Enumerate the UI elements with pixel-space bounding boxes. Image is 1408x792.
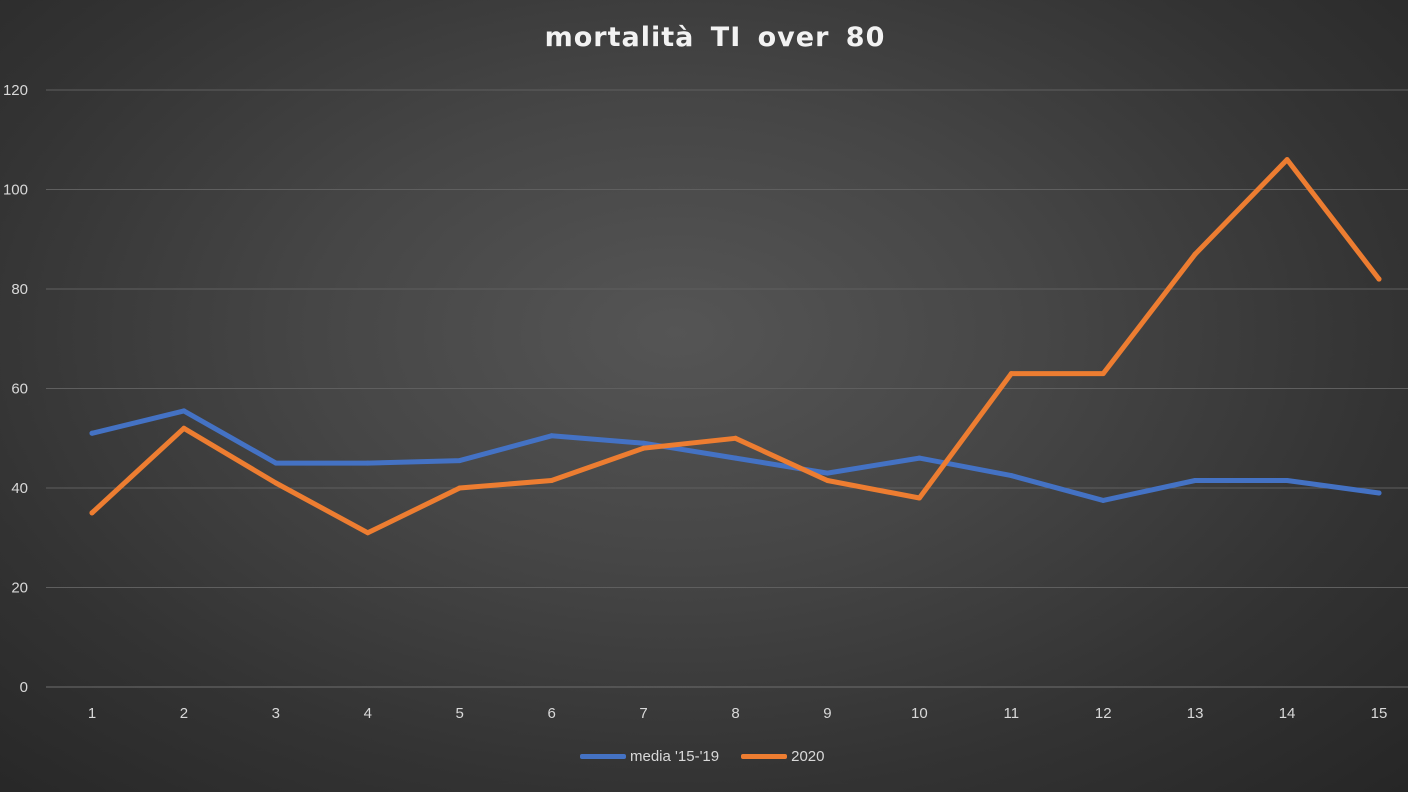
x-axis-ticks: 1 2 3 4 5 6 7 8 9 10 11 12 13 14 15 — [88, 705, 1388, 722]
data-point-series-2 — [641, 445, 647, 451]
data-point-series-2 — [1008, 371, 1014, 377]
y-tick-label: 80 — [11, 281, 28, 298]
x-tick-label: 15 — [1371, 705, 1388, 722]
data-point-series-2 — [549, 478, 555, 484]
data-point-series-2 — [1284, 157, 1290, 163]
legend-item-series-2: 2020 — [741, 748, 825, 765]
data-point-series-2 — [916, 495, 922, 501]
data-point-series-1 — [89, 430, 95, 436]
x-tick-label: 14 — [1279, 705, 1296, 722]
x-tick-label: 1 — [88, 705, 96, 722]
series-lines — [89, 157, 1382, 536]
data-point-series-2 — [273, 480, 279, 486]
data-point-series-1 — [1008, 473, 1014, 479]
data-point-series-1 — [365, 460, 371, 466]
data-point-series-1 — [457, 458, 463, 464]
legend-label-series-1: media '15-'19 — [630, 748, 720, 765]
data-point-series-1 — [549, 433, 555, 439]
y-axis-ticks: 0 20 40 60 80 100 120 — [3, 82, 28, 696]
x-tick-label: 13 — [1187, 705, 1204, 722]
gridlines — [46, 89, 1408, 688]
x-tick-label: 9 — [823, 705, 831, 722]
y-tick-label: 100 — [3, 182, 28, 199]
data-point-series-2 — [733, 435, 738, 441]
data-point-series-1 — [1100, 497, 1106, 503]
data-point-series-2 — [457, 485, 463, 491]
y-tick-label: 20 — [11, 580, 28, 597]
data-point-series-2 — [181, 425, 187, 431]
y-tick-label: 0 — [20, 679, 28, 696]
legend-swatch-series-2 — [741, 754, 788, 759]
data-point-series-1 — [733, 455, 738, 461]
x-tick-label: 12 — [1095, 705, 1112, 722]
y-tick-label: 120 — [3, 82, 28, 99]
x-tick-label: 5 — [456, 705, 464, 722]
chart-title: mortalità TI over 80 — [544, 22, 886, 53]
data-point-series-1 — [824, 470, 830, 476]
data-point-series-2 — [824, 478, 830, 484]
y-tick-label: 40 — [11, 480, 28, 497]
legend-label-series-2: 2020 — [791, 748, 825, 765]
x-tick-label: 4 — [364, 705, 372, 722]
x-tick-label: 10 — [911, 705, 928, 722]
x-tick-label: 11 — [1003, 705, 1019, 722]
data-point-series-1 — [1284, 478, 1290, 484]
legend-item-series-1: media '15-'19 — [580, 748, 719, 765]
chart-legend: media '15-'19 2020 — [580, 748, 825, 765]
data-point-series-2 — [89, 510, 95, 516]
data-point-series-2 — [365, 530, 371, 536]
data-point-series-1 — [1192, 478, 1198, 484]
series-line-2 — [89, 157, 1382, 536]
data-point-series-1 — [641, 440, 647, 446]
x-tick-label: 6 — [547, 705, 555, 722]
legend-swatch-series-1 — [580, 754, 626, 759]
data-point-series-1 — [916, 455, 922, 461]
data-point-series-2 — [1192, 251, 1198, 257]
data-point-series-1 — [273, 460, 279, 466]
data-point-series-1 — [181, 408, 187, 414]
data-point-series-2 — [1100, 371, 1106, 377]
x-tick-label: 3 — [272, 705, 280, 722]
x-tick-label: 7 — [639, 705, 647, 722]
x-tick-label: 8 — [731, 705, 739, 722]
x-tick-label: 2 — [180, 705, 188, 722]
y-tick-label: 60 — [11, 381, 28, 398]
data-point-series-2 — [1376, 276, 1382, 282]
data-point-series-1 — [1376, 490, 1382, 496]
